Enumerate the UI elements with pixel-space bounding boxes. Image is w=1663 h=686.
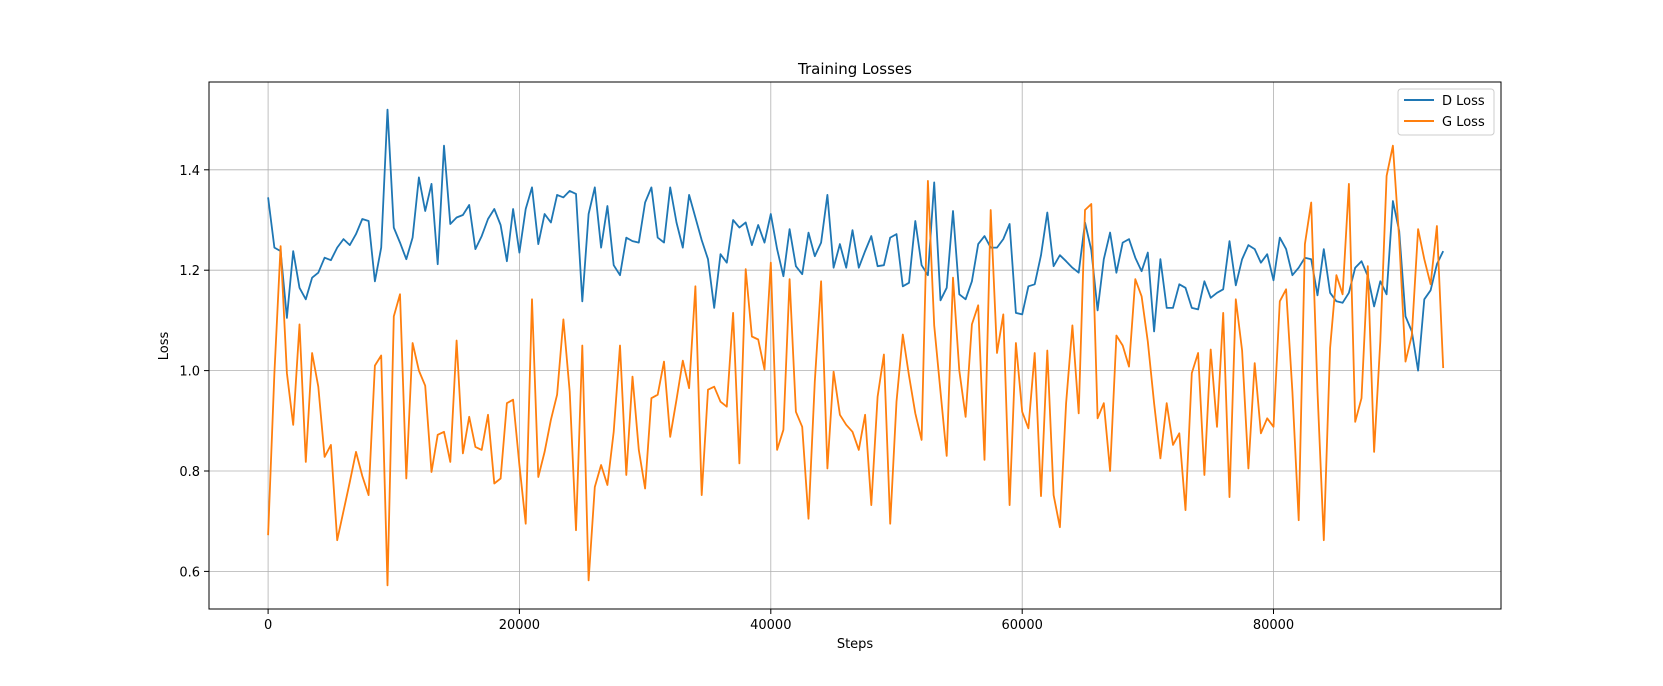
y-axis-label: Loss [157, 332, 172, 361]
legend-label-d-loss: D Loss [1442, 94, 1485, 109]
x-tick-label: 80000 [1253, 618, 1294, 633]
y-tick-label: 1.2 [179, 264, 200, 279]
x-tick-label: 60000 [1002, 618, 1043, 633]
series-lines [267, 108, 1445, 587]
series-line-g-loss [267, 144, 1445, 587]
y-tick-label: 0.6 [179, 565, 200, 580]
y-tick-label: 1.4 [179, 164, 200, 179]
series-line-d-loss [267, 108, 1445, 372]
legend: D Loss G Loss [1397, 88, 1495, 136]
axis-ticks: 0 20000 40000 60000 80000 0.6 0.8 1.0 1.2 1.4 [179, 164, 1294, 633]
chart-title: Training Losses [797, 60, 912, 78]
y-tick-label: 0.8 [179, 465, 200, 480]
x-tick-label: 0 [264, 618, 272, 633]
x-tick-label: 20000 [499, 618, 540, 633]
plot-frame [208, 81, 1502, 610]
y-tick-label: 1.0 [179, 365, 200, 380]
x-tick-label: 40000 [750, 618, 791, 633]
grid-lines [209, 82, 1501, 609]
x-axis-label: Steps [837, 637, 874, 652]
legend-label-g-loss: G Loss [1442, 115, 1485, 130]
